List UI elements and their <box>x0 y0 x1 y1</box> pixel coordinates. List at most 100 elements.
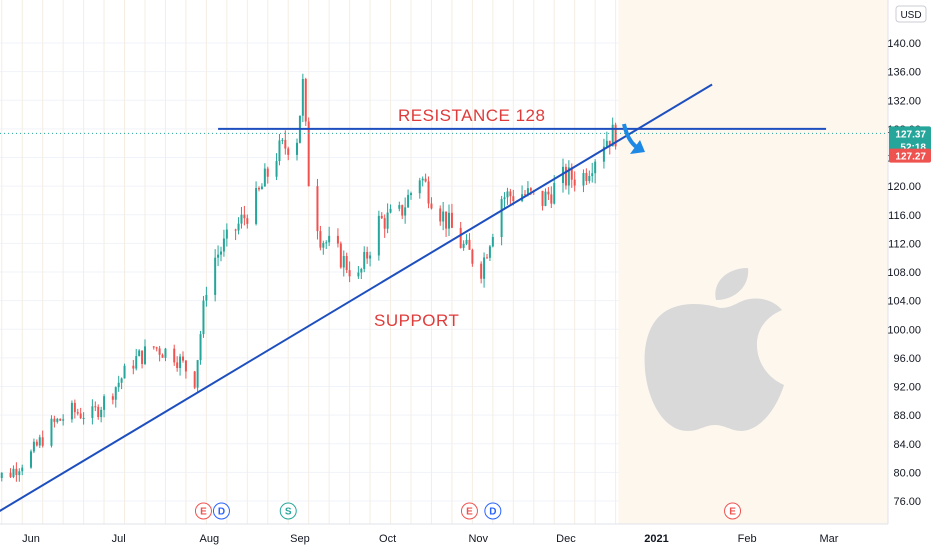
x-tick-label: 2021 <box>644 533 668 545</box>
x-tick-label: Dec <box>556 533 576 545</box>
candle-body <box>132 365 135 369</box>
event-marker-e[interactable]: E <box>724 502 742 520</box>
y-tick-label: 104.00 <box>887 296 921 308</box>
candle-body <box>220 251 222 255</box>
candle-body <box>503 197 506 200</box>
candle-body <box>111 396 114 400</box>
candle-body <box>424 178 427 182</box>
candle-body <box>459 227 462 248</box>
event-letter: E <box>729 507 736 518</box>
x-tick-label: Nov <box>468 533 488 545</box>
candle-body <box>32 441 35 452</box>
candle-body <box>225 229 228 239</box>
y-axis[interactable]: 76.00 80.00 84.00 88.00 92.00 96.00 100.00 104.… <box>887 0 921 524</box>
candle-body <box>345 256 348 271</box>
candle-body <box>255 188 258 224</box>
candle-body <box>547 191 550 195</box>
event-letter: D <box>489 507 496 518</box>
candle-body <box>488 246 491 258</box>
y-tick-label: 132.00 <box>887 95 921 107</box>
event-letter: S <box>285 507 292 518</box>
candle-body <box>35 441 38 446</box>
candle-body <box>266 168 269 177</box>
x-tick-label: Mar <box>820 533 839 545</box>
candle-body <box>357 272 360 277</box>
candle-body <box>529 188 532 191</box>
event-marker-e[interactable]: E <box>460 502 478 520</box>
y-tick-label: 112.00 <box>888 238 921 250</box>
event-letter: D <box>218 507 225 518</box>
currency-button[interactable]: USD <box>895 5 927 23</box>
trend-lines[interactable] <box>0 83 888 517</box>
candle-body <box>398 205 401 209</box>
event-circle <box>724 502 742 520</box>
candle-body <box>336 235 339 244</box>
event-marker-e[interactable]: E <box>194 502 212 520</box>
candle-body <box>243 214 246 219</box>
y-tick-label: 76.00 <box>893 496 921 508</box>
resistance-label: RESISTANCE 128 <box>398 106 545 125</box>
candle-body <box>605 140 608 147</box>
candle-body <box>79 413 82 419</box>
candle-body <box>448 212 450 229</box>
event-marker-s[interactable]: S <box>279 502 297 520</box>
candle-body <box>179 356 182 369</box>
candle-body <box>550 194 553 204</box>
candle-body <box>401 205 404 216</box>
candle-body <box>173 348 176 363</box>
candle-body <box>144 346 146 364</box>
support-label: SUPPORT <box>374 311 459 330</box>
candle-body <box>214 257 217 295</box>
candle-body <box>570 167 573 180</box>
candle-body <box>328 235 331 243</box>
x-axis[interactable]: Jun Jul Aug Sep Oct Nov Dec 2021 Feb Mar <box>0 523 888 545</box>
candle-body <box>614 124 617 147</box>
candle-body <box>50 418 53 446</box>
candle-body <box>263 168 266 187</box>
candle-body <box>117 382 120 388</box>
candle-body <box>287 148 290 155</box>
candle-body <box>588 175 591 181</box>
candle-body <box>56 418 59 422</box>
candle-body <box>442 211 445 222</box>
candle-body <box>602 146 605 162</box>
event-letter: E <box>466 507 473 518</box>
candle-body <box>319 231 322 248</box>
candle-body <box>301 78 304 116</box>
countdown-value: 52:18 <box>900 142 926 153</box>
candle-body <box>141 350 144 364</box>
y-tick-label: 84.00 <box>893 439 921 451</box>
candle-body <box>553 183 556 204</box>
candle-body <box>199 334 202 361</box>
last-price-value: 127.37 <box>895 129 926 140</box>
candle-body <box>322 242 325 248</box>
candle-body <box>462 243 465 248</box>
candle-body <box>222 238 225 252</box>
candle-body <box>360 268 363 273</box>
candle-body <box>70 402 73 420</box>
candle-body <box>410 193 412 195</box>
candle-body <box>430 203 433 209</box>
candle-body <box>100 409 103 418</box>
y-tick-label: 140.00 <box>887 38 921 50</box>
event-marker-d[interactable]: D <box>484 502 502 520</box>
candle-body <box>123 365 126 379</box>
candle-body <box>240 214 243 224</box>
candle-body <box>307 121 310 187</box>
candle-body <box>30 451 32 468</box>
candle-body <box>439 208 442 222</box>
candle-body <box>445 211 448 229</box>
event-marker-d[interactable]: D <box>212 502 230 520</box>
candle-body <box>138 350 141 357</box>
candle-body <box>486 257 488 259</box>
candle-body <box>97 406 100 418</box>
candle-body <box>471 249 474 264</box>
candle-body <box>296 142 298 155</box>
y-tick-label: 92.00 <box>893 382 921 394</box>
candle-body <box>155 347 158 349</box>
candle-body <box>418 180 421 194</box>
event-circle <box>194 502 212 520</box>
